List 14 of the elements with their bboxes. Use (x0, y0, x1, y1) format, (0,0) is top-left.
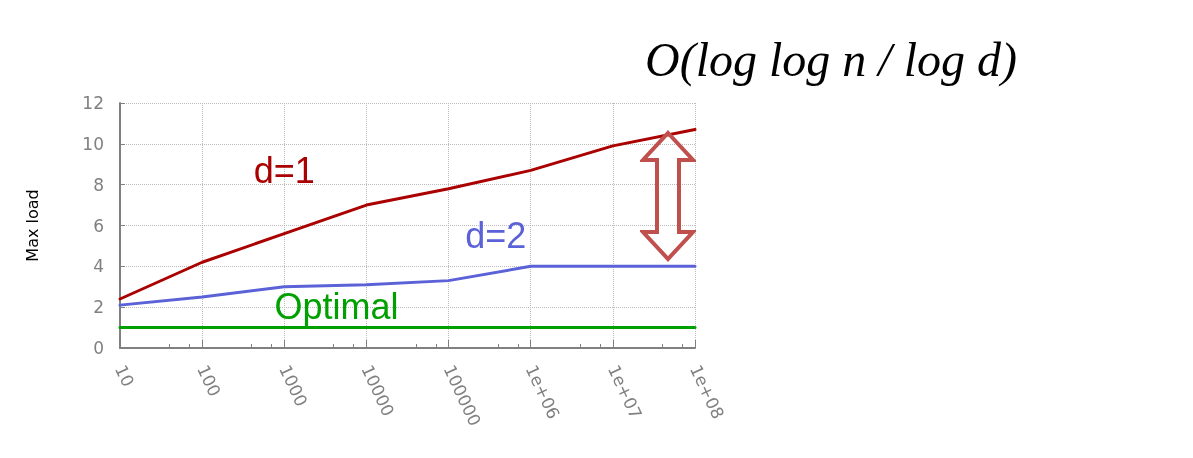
x-tick-label: 100 (193, 361, 225, 400)
series-label: Optimal (274, 286, 399, 328)
y-tick-label: 6 (93, 215, 104, 236)
y-tick-label: 4 (93, 256, 104, 277)
y-tick-label: 8 (93, 174, 104, 195)
series-label: d=1 (253, 150, 315, 192)
y-tick-label: 0 (93, 338, 104, 358)
text: O(log log n / log d) (645, 32, 1017, 87)
y-tick-label: 12 (82, 93, 104, 113)
x-tick-label: 1000 (275, 361, 312, 410)
y-tick-label: 10 (82, 133, 104, 154)
y-tick-label: 2 (93, 297, 104, 318)
y-axis-title: Max load (22, 189, 42, 262)
series-label: d=2 (465, 214, 527, 256)
